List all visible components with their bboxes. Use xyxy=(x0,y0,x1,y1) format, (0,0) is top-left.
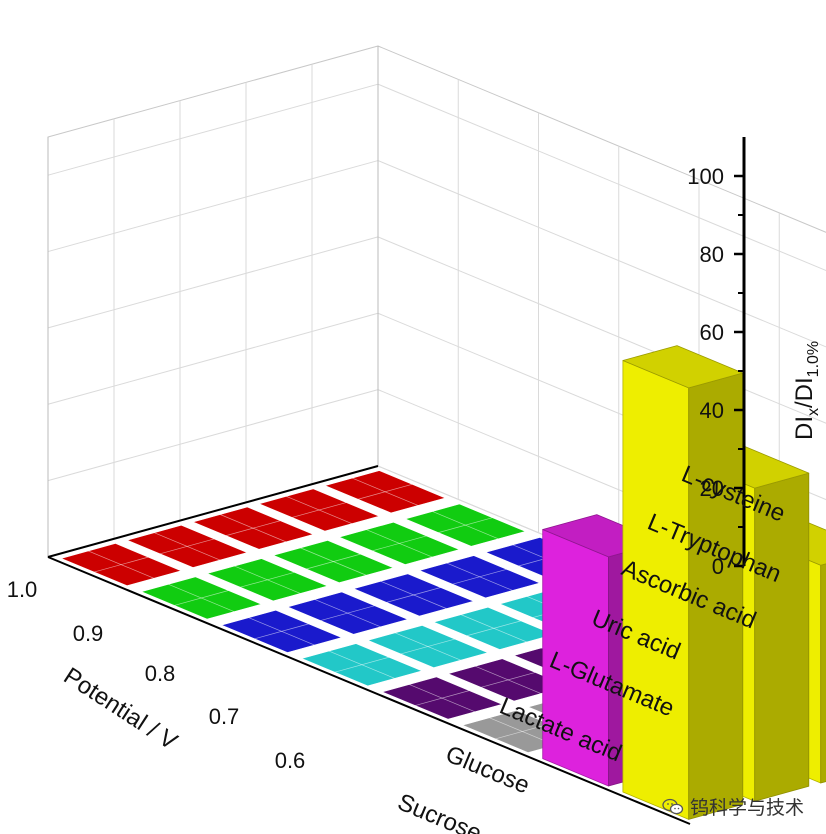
tile-grid xyxy=(248,617,315,646)
analyte-label: Sucrose xyxy=(394,789,486,834)
z-axis-title-label_sub2: 1.0% xyxy=(805,341,822,377)
tile-grid xyxy=(328,650,395,679)
potential-tick-label: 0.6 xyxy=(275,748,306,773)
potential-tick-label: 0.8 xyxy=(145,661,176,686)
z-tick-label: 40 xyxy=(700,398,724,423)
tile-grid xyxy=(220,514,287,543)
grid-line xyxy=(47,236,379,329)
z-tick-label: 60 xyxy=(700,320,724,345)
z-axis-title-label_main: DI xyxy=(791,416,818,440)
tile-grid xyxy=(234,565,301,594)
analyte-label: Glucose xyxy=(442,741,534,800)
tile-grid xyxy=(380,580,447,609)
z-tick-label: 100 xyxy=(687,164,724,189)
grid-line xyxy=(47,389,379,482)
tile-grid xyxy=(314,599,381,628)
tile-grid xyxy=(168,583,235,612)
grid-line xyxy=(47,160,379,253)
z-axis-title: DIx/DI1.0% xyxy=(791,341,822,440)
z-axis-title-label_sub1: x xyxy=(805,408,822,416)
z-tick-label: 0 xyxy=(712,554,724,579)
tile-grid xyxy=(300,547,367,576)
grid-line xyxy=(377,83,826,272)
tile-grid xyxy=(286,495,353,524)
tile-grid xyxy=(352,477,419,506)
tile-grid xyxy=(446,562,513,591)
grid-line xyxy=(47,312,379,405)
watermark-text: 钨科学与技术 xyxy=(689,797,804,819)
bar-side-face xyxy=(754,472,810,802)
tile-grid xyxy=(432,511,499,540)
chart-bars xyxy=(60,345,826,820)
tile-grid xyxy=(88,550,155,579)
z-tick-label: 20 xyxy=(700,476,724,501)
wechat-icon xyxy=(662,798,684,814)
potential-tick-label: 0.7 xyxy=(209,704,240,729)
tile-grid xyxy=(394,632,461,661)
potential-axis-line xyxy=(47,465,379,558)
bar-side-face xyxy=(820,563,826,784)
tile-grid xyxy=(460,614,527,643)
z-tick-label: 80 xyxy=(700,242,724,267)
tile-grid xyxy=(409,684,476,713)
watermark: 钨科学与技术 xyxy=(662,793,804,820)
grid-line xyxy=(47,83,379,176)
potential-tick-label: 1.0 xyxy=(7,577,38,602)
potential-tick-label: 0.9 xyxy=(73,621,104,646)
grid-line xyxy=(377,160,826,348)
z-axis-title-label_mid: /DI xyxy=(791,377,818,408)
tile-grid xyxy=(366,529,433,558)
tile-grid xyxy=(154,532,221,561)
analyte-axis-line xyxy=(47,556,691,825)
tile-grid xyxy=(475,665,542,694)
